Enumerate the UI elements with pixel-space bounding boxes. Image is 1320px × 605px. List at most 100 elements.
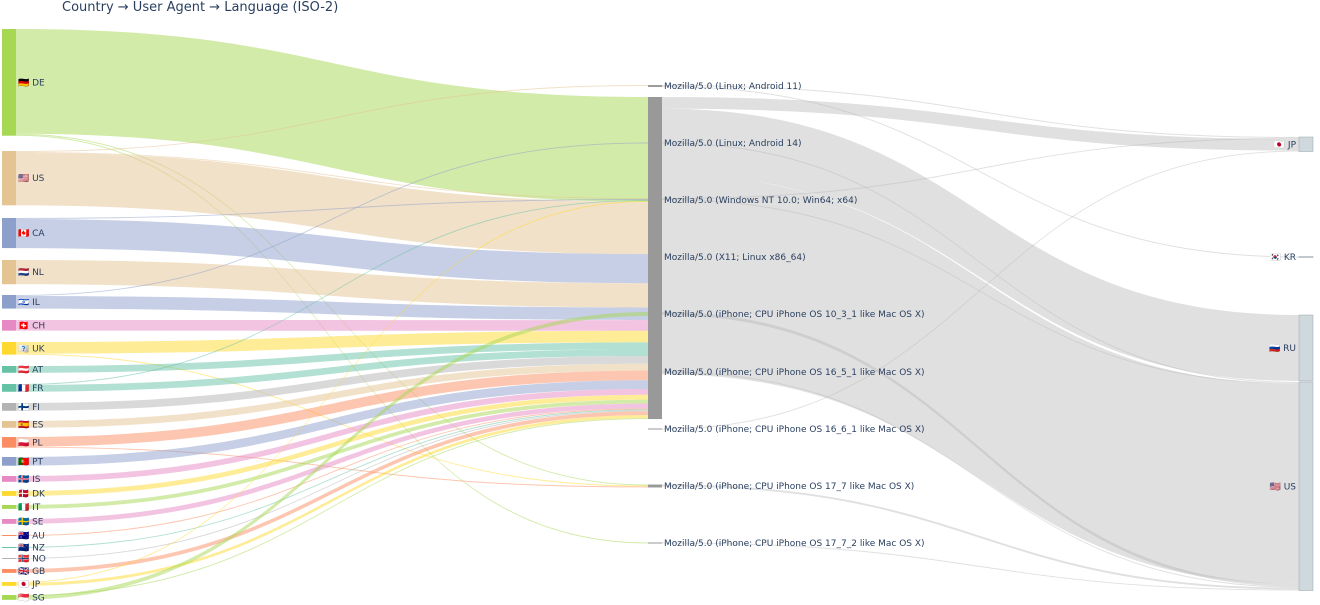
node-label: 🇰🇷 KR — [1270, 252, 1296, 263]
sankey-node[interactable] — [1298, 381, 1314, 591]
sankey-link[interactable] — [16, 409, 648, 548]
node-label: Mozilla/5.0 (iPhone; CPU iPhone OS 16_6_… — [664, 425, 925, 435]
sankey-link[interactable] — [16, 355, 648, 411]
sankey-node[interactable] — [648, 371, 662, 373]
sankey-link[interactable] — [16, 370, 648, 447]
sankey-link[interactable] — [662, 484, 1299, 590]
sankey-node[interactable] — [2, 476, 16, 482]
sankey-node[interactable] — [2, 342, 16, 355]
sankey-link[interactable] — [662, 312, 1299, 587]
node-label: 🇸🇪 SE — [18, 516, 44, 527]
sankey-node[interactable] — [2, 384, 16, 392]
sankey-link[interactable] — [16, 85, 648, 152]
sankey-link[interactable] — [16, 312, 648, 600]
sankey-node[interactable] — [2, 491, 16, 496]
sankey-link[interactable] — [16, 418, 648, 596]
node-label: 🇨🇦 CA — [18, 228, 45, 239]
sankey-node[interactable] — [648, 312, 662, 316]
node-label: 🇺🇰 UK — [18, 343, 46, 354]
sankey-node[interactable] — [1298, 136, 1314, 152]
sankey-link[interactable] — [16, 363, 648, 428]
sankey-link[interactable] — [16, 394, 648, 496]
sankey-node[interactable] — [2, 437, 16, 448]
node-label: 🇳🇿 NZ — [18, 543, 45, 554]
sankey-link[interactable] — [16, 199, 648, 219]
node-label: 🇦🇺 AU — [18, 530, 45, 542]
sankey-link[interactable] — [16, 29, 648, 202]
node-label: 🇵🇱 PL — [18, 437, 43, 448]
sankey-link[interactable] — [662, 97, 1299, 151]
sankey-link[interactable] — [16, 410, 648, 559]
sankey-node[interactable] — [2, 295, 16, 309]
sankey-link[interactable] — [16, 388, 648, 482]
sankey-link[interactable] — [16, 295, 648, 321]
sankey-node[interactable] — [2, 569, 16, 573]
sankey-node[interactable] — [2, 421, 16, 428]
sankey-node[interactable] — [2, 535, 16, 536]
sankey-node[interactable] — [648, 484, 662, 488]
sankey-link[interactable] — [16, 415, 648, 586]
sankey-link[interactable] — [16, 151, 648, 200]
node-label: 🇪🇸 ES — [18, 419, 44, 430]
sankey-node[interactable] — [2, 260, 16, 285]
sankey-link[interactable] — [16, 142, 648, 296]
sankey-link[interactable] — [662, 371, 1299, 588]
sankey-link[interactable] — [662, 150, 1299, 430]
sankey-link[interactable] — [16, 200, 648, 583]
sankey-node[interactable] — [2, 403, 16, 411]
node-label: Mozilla/5.0 (iPhone; CPU iPhone OS 16_5_… — [664, 368, 925, 378]
node-label: 🇮🇹 IT — [18, 502, 41, 513]
sankey-link[interactable] — [662, 174, 1299, 584]
sankey-node[interactable] — [2, 505, 16, 509]
sankey-node[interactable] — [2, 547, 16, 548]
sankey-node[interactable] — [2, 457, 16, 466]
sankey-link[interactable] — [16, 349, 648, 392]
node-label: 🇯🇵 JP — [1274, 139, 1297, 150]
node-label: 🇬🇧 GB — [18, 566, 45, 577]
sankey-node[interactable] — [2, 582, 16, 586]
node-label: 🇳🇱 NL — [18, 267, 44, 278]
sankey-link[interactable] — [662, 137, 1299, 200]
sankey-link[interactable] — [662, 199, 1299, 384]
sankey-link[interactable] — [662, 86, 1299, 258]
chart-title: Country → User Agent → Language (ISO-2) — [62, 0, 339, 15]
sankey-link[interactable] — [16, 218, 648, 284]
sankey-link[interactable] — [16, 408, 648, 536]
sankey-link[interactable] — [16, 403, 648, 524]
sankey-node[interactable] — [648, 428, 662, 430]
sankey-link[interactable] — [16, 260, 648, 308]
sankey-link[interactable] — [16, 411, 648, 573]
nodes-layer: 🇩🇪 DE 🇺🇸 US 🇨🇦 CA 🇳🇱 NL 🇮🇱 IL 🇨🇭 CH 🇺🇰 UK 🇦🇹 AT… — [2, 29, 1314, 603]
sankey-link[interactable] — [16, 152, 648, 255]
sankey-link[interactable] — [16, 320, 648, 331]
node-label: 🇮🇸 IS — [18, 474, 41, 485]
node-label: 🇯🇵 JP — [18, 579, 41, 590]
sankey-node[interactable] — [1298, 256, 1314, 258]
sankey-link[interactable] — [662, 85, 1299, 138]
sankey-node[interactable] — [648, 85, 662, 87]
node-label: 🇳🇴 NO — [18, 554, 46, 565]
sankey-link[interactable] — [16, 380, 648, 466]
sankey-node[interactable] — [648, 542, 662, 544]
sankey-node[interactable] — [2, 519, 16, 524]
node-label: 🇸🇬 SG — [18, 592, 45, 603]
sankey-node[interactable] — [2, 366, 16, 373]
sankey-link[interactable] — [16, 330, 648, 354]
sankey-link[interactable] — [662, 542, 1299, 591]
sankey-node[interactable] — [2, 218, 16, 249]
sankey-node[interactable] — [2, 595, 16, 600]
node-label: 🇺🇸 US — [1270, 481, 1297, 492]
sankey-link[interactable] — [662, 108, 1299, 381]
sankey-node[interactable] — [2, 558, 16, 559]
sankey-link[interactable] — [16, 200, 648, 385]
sankey-link[interactable] — [662, 142, 1299, 383]
sankey-link[interactable] — [16, 446, 648, 488]
sankey-node[interactable] — [2, 320, 16, 331]
sankey-node[interactable] — [2, 151, 16, 206]
node-label: 🇷🇺 RU — [1269, 343, 1296, 354]
sankey-node[interactable] — [648, 97, 662, 420]
sankey-node[interactable] — [1298, 314, 1314, 382]
node-label: Mozilla/5.0 (X11; Linux x86_64) — [664, 253, 806, 263]
sankey-node[interactable] — [2, 29, 16, 136]
